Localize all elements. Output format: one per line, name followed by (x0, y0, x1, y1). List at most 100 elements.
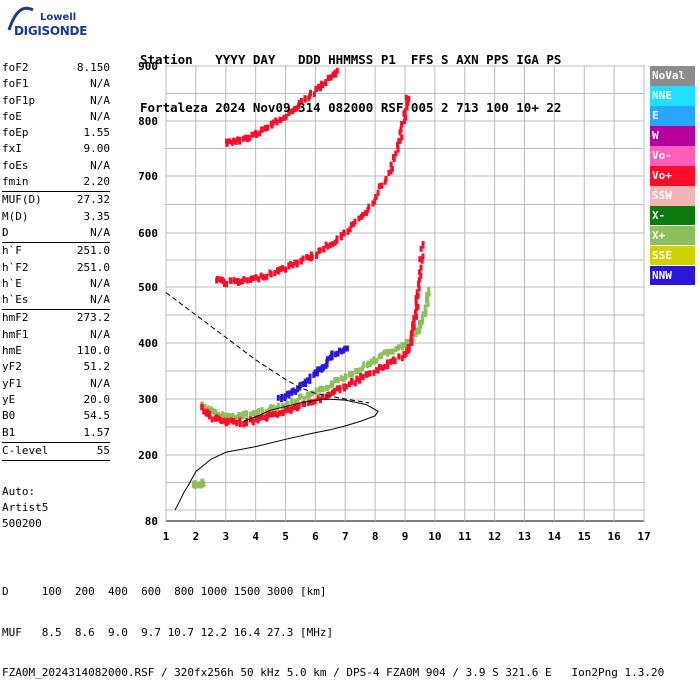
echo-point (342, 230, 346, 237)
echo-point (313, 369, 317, 376)
echo-point (404, 114, 408, 121)
echo-point (297, 403, 301, 410)
echo-point (348, 226, 352, 233)
param-value: N/A (90, 293, 110, 307)
echo-point (426, 295, 430, 302)
echo-point (338, 347, 341, 354)
echo-point (414, 295, 418, 302)
echo-point (244, 134, 248, 141)
echo-point (294, 398, 297, 405)
echo-point (308, 391, 312, 398)
echo-point (343, 345, 347, 352)
echo-point (299, 381, 303, 388)
echo-point (333, 377, 337, 384)
echo-point (393, 358, 397, 365)
echo-point (316, 366, 320, 373)
echo-point (319, 385, 323, 392)
echo-point (318, 247, 322, 254)
param-value: 8.150 (76, 61, 110, 74)
param-value: N/A (90, 77, 110, 91)
echo-point (242, 421, 246, 428)
echo-point (366, 207, 370, 214)
echo-point (405, 104, 409, 111)
echo-point (406, 343, 410, 350)
param-value: 110.0 (76, 344, 110, 358)
echo-point (319, 85, 322, 92)
param-key: hmF1 (2, 327, 29, 341)
echo-point (371, 200, 375, 207)
echo-point (411, 320, 415, 327)
echo-point (344, 383, 348, 390)
echo-point (414, 300, 418, 307)
echo-point (404, 94, 408, 101)
echo-point (321, 82, 325, 88)
param-key: hmF2 (2, 311, 29, 325)
echo-point (313, 398, 317, 405)
echo-point (249, 275, 253, 282)
echo-point (403, 118, 406, 125)
echo-point (245, 277, 249, 284)
echo-point (400, 342, 404, 349)
param-key: foF1 (2, 77, 29, 91)
echo-point (334, 351, 338, 358)
echo-point (353, 380, 357, 387)
echo-point (278, 410, 282, 417)
echo-point (257, 276, 261, 283)
echo-point (293, 259, 297, 266)
echo-point (257, 408, 261, 414)
echo-point (320, 393, 324, 400)
echo-point (263, 124, 267, 131)
param-value: 273.2 (76, 311, 110, 325)
echo-point (348, 371, 351, 378)
echo-point (279, 117, 283, 123)
echo-point (309, 89, 312, 96)
x-tick-label: 3 (222, 530, 229, 543)
echo-point (345, 345, 349, 352)
echo-point (419, 272, 423, 279)
echo-point (386, 363, 390, 370)
echo-point (343, 385, 346, 392)
echo-point (215, 414, 218, 421)
chart-grid (165, 65, 645, 521)
echo-point (426, 301, 430, 308)
param-row: C-level 55 (2, 443, 110, 459)
echo-point (200, 404, 204, 411)
param-value: 1.57 (83, 425, 111, 439)
param-value: N/A (90, 376, 110, 390)
echo-point (217, 411, 221, 418)
echo-point (409, 339, 413, 346)
echo-point (330, 354, 334, 361)
echo-point (396, 146, 400, 153)
x-tick-label: 7 (342, 530, 349, 543)
y-tick-label: 500 (138, 281, 158, 294)
echo-point (271, 119, 275, 126)
param-value: N/A (90, 276, 110, 290)
echo-point (284, 113, 288, 120)
legend-item: NoVal (650, 66, 695, 86)
echo-point (361, 212, 365, 219)
x-tick-label: 5 (282, 530, 289, 543)
echo-point (271, 411, 275, 417)
echo-point (326, 384, 330, 391)
x-tick-label: 10 (428, 530, 441, 543)
echo-point (269, 120, 273, 127)
y-tick-label: 800 (138, 115, 158, 128)
echo-point (333, 387, 337, 394)
legend-item: W (650, 125, 695, 146)
echo-point (403, 108, 407, 115)
header-values-row: Fortaleza 2024 Nov09 314 082000 RSF 005 … (140, 100, 562, 115)
echo-point (311, 390, 315, 397)
echo-point (260, 409, 264, 416)
echo-point (400, 121, 404, 128)
x-tick-label: 12 (488, 530, 501, 543)
echo-point (245, 411, 249, 417)
echo-point (378, 183, 381, 190)
echo-point (283, 393, 287, 400)
param-row: fmin 2.20 (2, 174, 110, 190)
echo-point (281, 265, 285, 272)
echo-point (239, 412, 243, 419)
echo-point (384, 175, 388, 182)
echo-point (407, 95, 411, 102)
echo-point (407, 338, 411, 345)
echo-point (262, 274, 266, 281)
